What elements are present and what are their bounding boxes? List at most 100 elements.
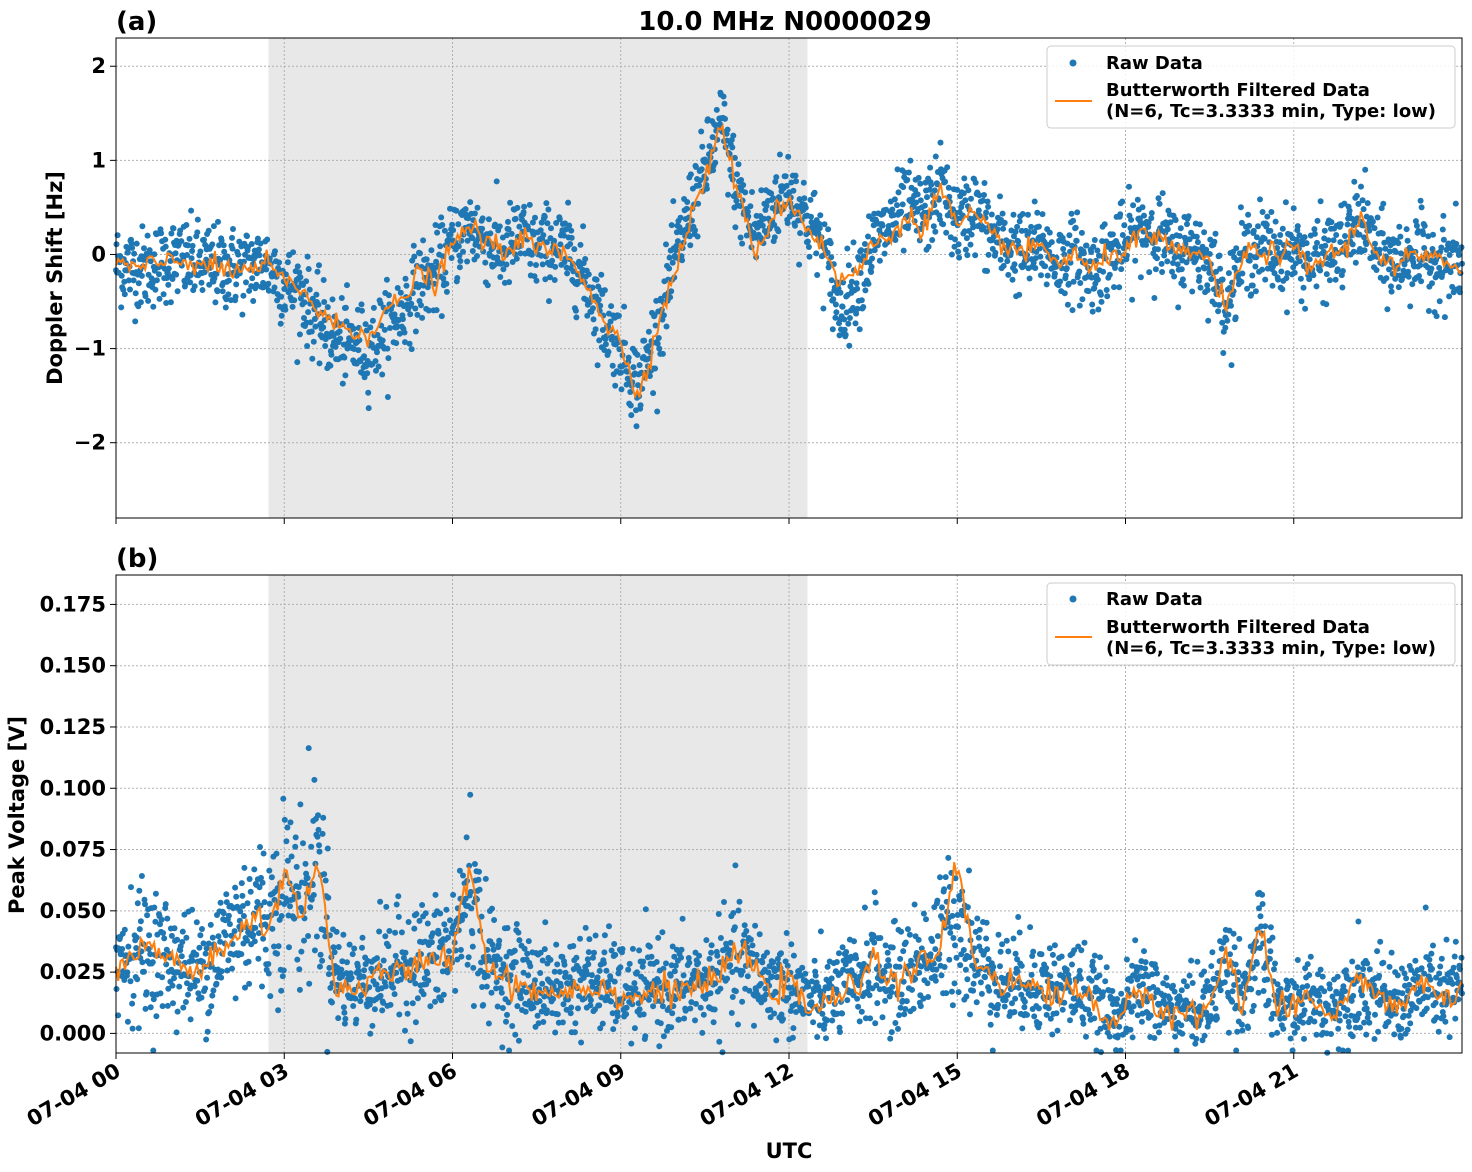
raw-data-point: [1010, 211, 1017, 218]
raw-data-point: [304, 875, 311, 881]
raw-data-point: [411, 253, 418, 260]
raw-data-point: [554, 961, 561, 968]
raw-data-point: [260, 935, 267, 942]
raw-data-point: [1405, 273, 1412, 280]
raw-data-point: [903, 998, 910, 1005]
raw-data-point: [139, 959, 146, 966]
raw-data-point: [1271, 233, 1277, 240]
raw-data-point: [221, 248, 228, 255]
raw-data-point: [282, 306, 289, 313]
raw-data-point: [1248, 291, 1255, 298]
raw-data-point: [1439, 226, 1446, 233]
raw-data-point: [306, 286, 313, 293]
raw-data-point: [429, 930, 436, 937]
raw-data-point: [380, 957, 387, 964]
raw-data-point: [393, 901, 400, 908]
raw-data-point: [1170, 260, 1176, 266]
raw-data-point: [232, 884, 239, 891]
raw-data-point: [871, 889, 878, 896]
raw-data-point: [828, 975, 835, 982]
raw-data-point: [811, 988, 818, 995]
raw-data-point: [518, 995, 524, 1002]
raw-data-point: [1098, 1049, 1104, 1056]
raw-data-point: [296, 986, 303, 993]
raw-data-point: [631, 1025, 638, 1032]
raw-data-point: [1302, 305, 1309, 312]
raw-data-point: [163, 300, 170, 306]
raw-data-point: [853, 280, 860, 287]
raw-data-point: [1214, 1015, 1220, 1022]
raw-data-point: [889, 944, 896, 951]
raw-data-point: [775, 228, 782, 235]
raw-data-point: [307, 319, 314, 326]
raw-data-point: [894, 202, 900, 209]
raw-data-point: [865, 233, 871, 240]
raw-data-point: [949, 1002, 956, 1009]
raw-data-point: [257, 240, 264, 247]
raw-data-point: [268, 874, 275, 881]
raw-data-point: [1441, 314, 1448, 321]
raw-data-point: [889, 983, 896, 990]
raw-data-point: [697, 177, 704, 184]
raw-data-point: [1036, 1020, 1043, 1027]
raw-data-point: [170, 1000, 176, 1007]
raw-data-point: [881, 968, 888, 975]
raw-data-point: [239, 311, 246, 318]
raw-data-point: [240, 258, 247, 265]
raw-data-point: [770, 195, 777, 202]
raw-data-point: [827, 240, 834, 247]
raw-data-point: [165, 265, 172, 272]
raw-data-point: [551, 277, 558, 283]
raw-data-point: [133, 240, 140, 247]
raw-data-point: [736, 898, 743, 905]
raw-data-point: [763, 202, 770, 209]
raw-data-point: [606, 923, 612, 930]
raw-data-point: [178, 238, 185, 245]
raw-data-point: [1204, 978, 1211, 985]
raw-data-point: [759, 222, 766, 229]
raw-data-point: [956, 254, 963, 261]
raw-data-point: [476, 886, 483, 893]
raw-data-point: [1226, 285, 1233, 291]
raw-data-point: [1163, 974, 1170, 981]
raw-data-point: [1119, 198, 1126, 205]
raw-data-point: [546, 298, 552, 305]
raw-data-point: [526, 201, 533, 208]
raw-data-point: [514, 1003, 521, 1010]
raw-data-point: [309, 355, 316, 362]
raw-data-point: [1272, 960, 1278, 967]
raw-data-point: [404, 1010, 411, 1017]
raw-data-point: [1279, 225, 1286, 232]
raw-data-point: [1238, 1021, 1245, 1028]
raw-data-point: [963, 993, 970, 1000]
raw-data-point: [556, 968, 563, 975]
raw-data-point: [317, 963, 323, 970]
raw-data-point: [450, 891, 457, 898]
raw-data-point: [281, 816, 288, 823]
raw-data-point: [243, 279, 249, 286]
raw-data-point: [1128, 1008, 1135, 1015]
raw-data-point: [330, 944, 337, 951]
raw-data-point: [469, 235, 476, 242]
raw-data-point: [663, 960, 669, 967]
raw-data-point: [359, 934, 366, 941]
raw-data-point: [1103, 287, 1110, 293]
raw-data-point: [1271, 270, 1278, 277]
raw-data-point: [219, 288, 226, 295]
raw-data-point: [489, 941, 496, 948]
raw-data-point: [1012, 228, 1019, 235]
raw-data-point: [1293, 236, 1300, 243]
raw-data-point: [1028, 223, 1035, 230]
raw-data-point: [396, 330, 403, 337]
raw-data-point: [1218, 945, 1225, 952]
raw-data-point: [454, 275, 461, 281]
raw-data-point: [904, 926, 911, 933]
raw-data-point: [1139, 204, 1146, 211]
raw-data-point: [1186, 972, 1193, 979]
raw-data-point: [273, 850, 280, 857]
raw-data-point: [623, 1004, 630, 1011]
raw-data-point: [199, 926, 205, 932]
raw-data-point: [1285, 250, 1292, 257]
raw-data-point: [319, 957, 326, 964]
raw-data-point: [591, 949, 597, 956]
